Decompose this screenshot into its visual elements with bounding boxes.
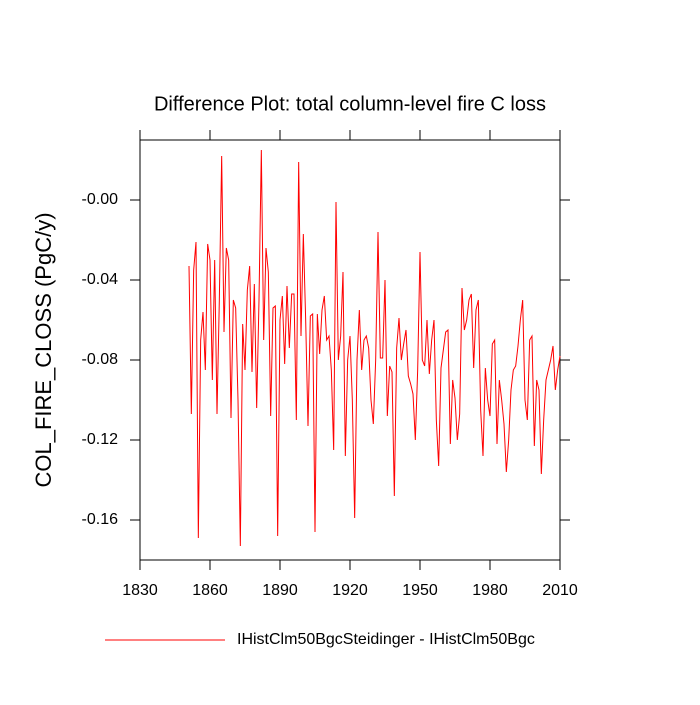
x-tick-label: 1980 — [472, 582, 508, 599]
chart-title: Difference Plot: total column-level fire… — [154, 93, 546, 115]
y-tick-label: -0.08 — [82, 351, 119, 368]
x-tick-label: 1830 — [122, 582, 158, 599]
data-line — [188, 149, 561, 547]
x-tick-label: 1890 — [262, 582, 298, 599]
y-tick-label: -0.00 — [82, 191, 119, 208]
x-tick-label: 1920 — [332, 582, 368, 599]
y-axis-label: COL_FIRE_CLOSS (PgC/y) — [31, 212, 56, 487]
y-tick-label: -0.12 — [82, 431, 119, 448]
x-tick-label: 1860 — [192, 582, 228, 599]
y-tick-label: -0.04 — [82, 271, 119, 288]
x-tick-label: 2010 — [542, 582, 578, 599]
legend-label: IHistClm50BgcSteidinger - IHistClm50Bgc — [237, 631, 535, 648]
x-tick-label: 1950 — [402, 582, 438, 599]
y-tick-label: -0.16 — [82, 511, 119, 528]
